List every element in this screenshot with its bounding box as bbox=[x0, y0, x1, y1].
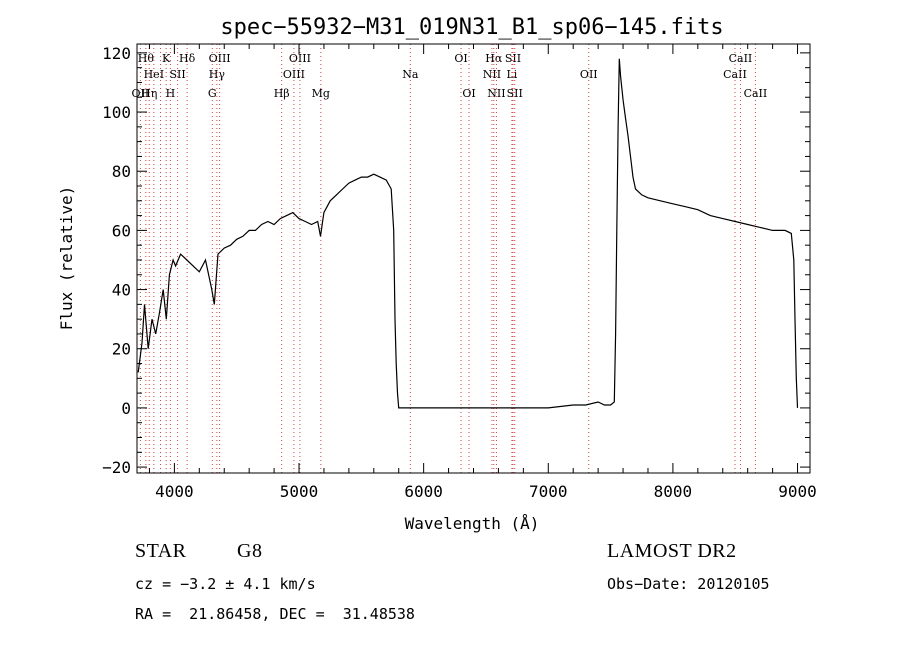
marker-label: OII bbox=[132, 87, 150, 100]
y-tick-label: −20 bbox=[102, 458, 131, 477]
spectrum-line-group bbox=[137, 58, 799, 409]
axes: 4000 5000 6000 7000 8000 9000 −20 0 20 40 60 80 100 1… bbox=[102, 43, 817, 501]
subclass: G8 bbox=[237, 540, 263, 562]
y-tick-label: 80 bbox=[112, 162, 131, 181]
marker-label: OIII bbox=[283, 68, 305, 81]
line-markers: OII Hθ Hη HeI K H SII Hδ G Hγ OIII Hβ OIII OIII Mg Na OI… bbox=[132, 44, 768, 473]
marker-label: OIII bbox=[209, 52, 231, 65]
marker-label: HeI bbox=[144, 68, 164, 81]
marker-label: SII bbox=[170, 68, 186, 81]
marker-label: H bbox=[166, 87, 176, 100]
marker-label: OII bbox=[580, 68, 598, 81]
y-tick-label: 20 bbox=[112, 340, 131, 359]
marker-label: NII bbox=[483, 68, 501, 81]
x-axis-label: Wavelength (Å) bbox=[405, 514, 540, 533]
marker-label: SII bbox=[507, 87, 523, 100]
y-tick-label: 100 bbox=[102, 103, 131, 122]
y-tick-label: 60 bbox=[112, 221, 131, 240]
y-tick-label: 0 bbox=[121, 399, 131, 418]
marker-label: CaII bbox=[744, 87, 768, 100]
marker-label: SII bbox=[505, 52, 521, 65]
y-axis-label: Flux (relative) bbox=[57, 186, 76, 331]
y-tick-label: 120 bbox=[102, 44, 131, 63]
marker-label: Hβ bbox=[274, 87, 290, 100]
object-class: STAR bbox=[135, 540, 187, 562]
chart-title: spec−55932−M31_019N31_B1_sp06−145.fits bbox=[220, 15, 723, 40]
x-tick-label: 7000 bbox=[529, 482, 568, 501]
obs-date-text: Obs−Date: 20120105 bbox=[607, 575, 770, 593]
y-tick-label: 40 bbox=[112, 281, 131, 300]
marker-label: OIII bbox=[289, 52, 311, 65]
x-tick-label: 5000 bbox=[280, 482, 319, 501]
x-tick-label: 4000 bbox=[155, 482, 194, 501]
marker-label: Li bbox=[506, 68, 517, 81]
marker-label: CaII bbox=[729, 52, 753, 65]
marker-label: Hη bbox=[141, 87, 157, 100]
marker-label: Hθ bbox=[138, 52, 155, 65]
marker-label: K bbox=[162, 52, 171, 65]
marker-label: Hδ bbox=[179, 52, 196, 65]
redshift-text: cz = −3.2 ± 4.1 km/s bbox=[135, 575, 316, 593]
plot-frame bbox=[136, 43, 811, 474]
x-tick-label: 9000 bbox=[778, 482, 817, 501]
marker-label: Hγ bbox=[209, 68, 226, 81]
x-tick-label: 8000 bbox=[654, 482, 693, 501]
x-tick-label: 6000 bbox=[404, 482, 443, 501]
marker-label: CaII bbox=[723, 68, 747, 81]
marker-label: NII bbox=[487, 87, 505, 100]
coordinates-text: RA = 21.86458, DEC = 31.48538 bbox=[135, 605, 415, 623]
survey-name: LAMOST DR2 bbox=[607, 540, 737, 562]
marker-label: OI bbox=[462, 87, 475, 100]
spectrum-line bbox=[137, 58, 799, 409]
marker-label: OI bbox=[454, 52, 467, 65]
marker-label: Hα bbox=[485, 52, 503, 65]
marker-label: Na bbox=[402, 68, 419, 81]
marker-label: G bbox=[208, 87, 217, 100]
marker-label: Mg bbox=[312, 87, 330, 100]
